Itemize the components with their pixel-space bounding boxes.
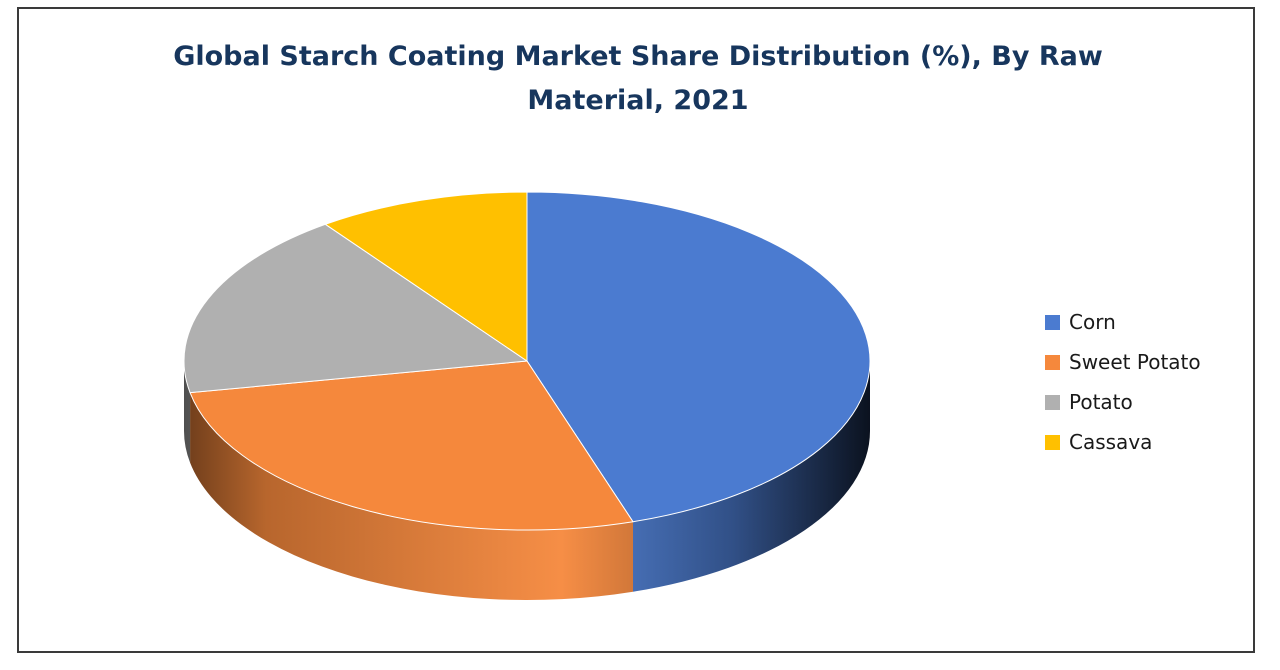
pie-sides [184, 361, 870, 601]
legend-swatch-sweet-potato [1045, 354, 1060, 370]
legend-item-sweet-potato: Sweet Potato [1045, 342, 1201, 382]
pie-side-potato [184, 361, 191, 463]
chart-title-line-1: Global Starch Coating Market Share Distr… [173, 41, 1103, 72]
legend-item-cassava: Cassava [1045, 422, 1201, 462]
pie-slice-cassava [324, 191, 528, 362]
legend-item-corn: Corn [1045, 302, 1201, 342]
legend-label-potato: Potato [1069, 390, 1133, 414]
legend-label-sweet-potato: Sweet Potato [1069, 350, 1201, 374]
pie-slice-sweet-potato [189, 360, 634, 531]
legend-swatch-cassava [1045, 434, 1060, 450]
legend-label-cassava: Cassava [1069, 430, 1153, 454]
pie-slice-potato [183, 223, 528, 394]
pie-side-corn [632, 361, 870, 592]
legend-swatch-potato [1045, 394, 1060, 410]
chart-title-line-2: Material, 2021 [527, 85, 749, 116]
legend: Corn Sweet Potato Potato Cassava [1045, 302, 1201, 462]
legend-swatch-corn [1045, 314, 1060, 330]
chart-title: Global Starch Coating Market Share Distr… [19, 35, 1257, 123]
legend-label-corn: Corn [1069, 310, 1116, 334]
legend-item-potato: Potato [1045, 382, 1201, 422]
pie-top [183, 191, 871, 531]
pie-slice-corn [526, 191, 871, 523]
pie-side-sweet-potato [190, 392, 633, 601]
